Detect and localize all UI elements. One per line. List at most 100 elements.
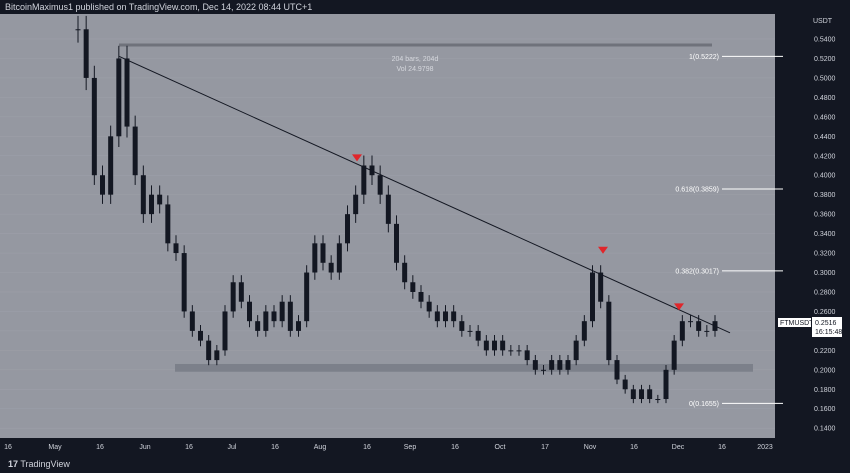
candle-body — [385, 194, 391, 224]
candle-body — [189, 311, 195, 331]
fib-label: 1(0.5222) — [689, 54, 719, 61]
price-tick: 0.3800 — [814, 192, 836, 199]
brand-name: TradingView — [20, 459, 70, 469]
candle-body — [222, 311, 228, 351]
time-tick: 16 — [363, 444, 371, 451]
candle-body — [508, 350, 514, 352]
time-tick: 2023 — [757, 444, 773, 451]
price-tick: 0.2800 — [814, 289, 836, 296]
price-axis[interactable] — [775, 14, 850, 438]
price-tick: 0.5000 — [814, 75, 836, 82]
price-tick: 0.2200 — [814, 348, 836, 355]
descending-trendline[interactable] — [118, 55, 731, 334]
range-vol-label: Vol 24.9798 — [397, 66, 434, 73]
price-tick: 0.4400 — [814, 134, 836, 141]
candle-body — [312, 243, 318, 273]
candle-body — [630, 389, 636, 400]
time-tick: 16 — [451, 444, 459, 451]
time-tick: Oct — [495, 444, 506, 451]
candle-body — [590, 272, 595, 322]
price-tick: 0.3000 — [814, 270, 836, 277]
candle-body — [598, 272, 604, 302]
fib-label: 0.618(0.3859) — [675, 186, 719, 193]
price-tick: 0.4800 — [814, 95, 836, 102]
fib-levels[interactable]: 1(0.5222) 0.618(0.3859) 0.382(0.3017) 0(0.1… — [675, 54, 783, 408]
currency-label: USDT — [813, 18, 833, 25]
candle-body — [606, 301, 612, 361]
support-zone[interactable] — [175, 363, 753, 372]
candle-body — [336, 243, 342, 273]
candle-body — [663, 369, 669, 400]
candle-body — [377, 175, 383, 195]
candle-body — [639, 389, 644, 400]
price-tick: 0.4000 — [814, 173, 836, 180]
price-tick: 0.4600 — [814, 114, 836, 121]
price-tick: 0.5200 — [814, 56, 836, 63]
candle-body — [287, 301, 293, 331]
candle-body — [173, 243, 179, 254]
last-price: 0.2516 — [815, 320, 837, 327]
candle-body — [696, 321, 702, 331]
price-tick: 0.1400 — [814, 426, 836, 433]
price-tick: 0.1800 — [814, 387, 836, 394]
time-tick: Nov — [584, 444, 597, 451]
last-price-tag[interactable]: FTMUSDT 0.2516 16:15:48 — [778, 317, 842, 337]
price-tag — [812, 317, 842, 337]
candle-body — [679, 321, 685, 341]
candle-body — [532, 360, 538, 370]
candle-body — [516, 350, 522, 352]
candle-body — [622, 379, 628, 390]
candle-body — [247, 301, 252, 322]
candle-body — [149, 194, 154, 215]
symbol-tag-label: FTMUSDT — [780, 320, 814, 327]
time-tick: 16 — [4, 444, 12, 451]
candle-body — [688, 321, 693, 323]
candle-body — [614, 360, 620, 380]
candle-body — [206, 340, 212, 361]
time-tick: Jul — [228, 444, 237, 451]
candle-body — [263, 311, 269, 331]
candle-body — [451, 311, 457, 322]
candle-body — [581, 321, 587, 341]
candle-body — [296, 321, 301, 331]
candle-body — [443, 311, 448, 322]
time-axis[interactable] — [0, 438, 850, 455]
candle-body — [573, 340, 579, 361]
footer: 17 TradingView — [0, 455, 850, 473]
time-tick: Aug — [314, 444, 327, 451]
candle-body — [426, 301, 432, 312]
time-tick: Sep — [404, 444, 417, 451]
resistance-markers — [352, 154, 684, 311]
candle-body — [541, 369, 546, 371]
time-tick: May — [48, 444, 62, 451]
candle-body — [434, 311, 440, 322]
candle-body — [467, 330, 473, 332]
candle-body — [459, 321, 465, 331]
candle-body — [418, 291, 424, 302]
countdown: 16:15:48 — [815, 329, 842, 336]
price-tick: 0.4200 — [814, 153, 836, 160]
time-tick: 16 — [271, 444, 279, 451]
candle-body — [704, 330, 710, 332]
candle-body — [402, 262, 408, 283]
candle-body — [557, 360, 563, 370]
time-tick: Jun — [139, 444, 150, 451]
price-tick: 0.3600 — [814, 212, 836, 219]
candle-body — [475, 330, 481, 341]
candle-body — [157, 194, 163, 205]
resistance-marker — [352, 154, 362, 162]
time-tick: 16 — [96, 444, 104, 451]
plot-area[interactable] — [0, 14, 775, 438]
candle-body — [91, 77, 97, 176]
candle-body — [394, 223, 399, 263]
candle-body — [83, 29, 89, 78]
candle-body — [165, 204, 171, 244]
candle-body — [132, 126, 138, 176]
range-bars-label: 204 bars, 204d — [392, 56, 439, 63]
tradingview-logo-icon: 17 — [8, 459, 19, 469]
candle-body — [671, 340, 677, 370]
candle-body — [140, 175, 146, 215]
candle-body — [655, 399, 661, 401]
resistance-marker — [674, 303, 684, 311]
